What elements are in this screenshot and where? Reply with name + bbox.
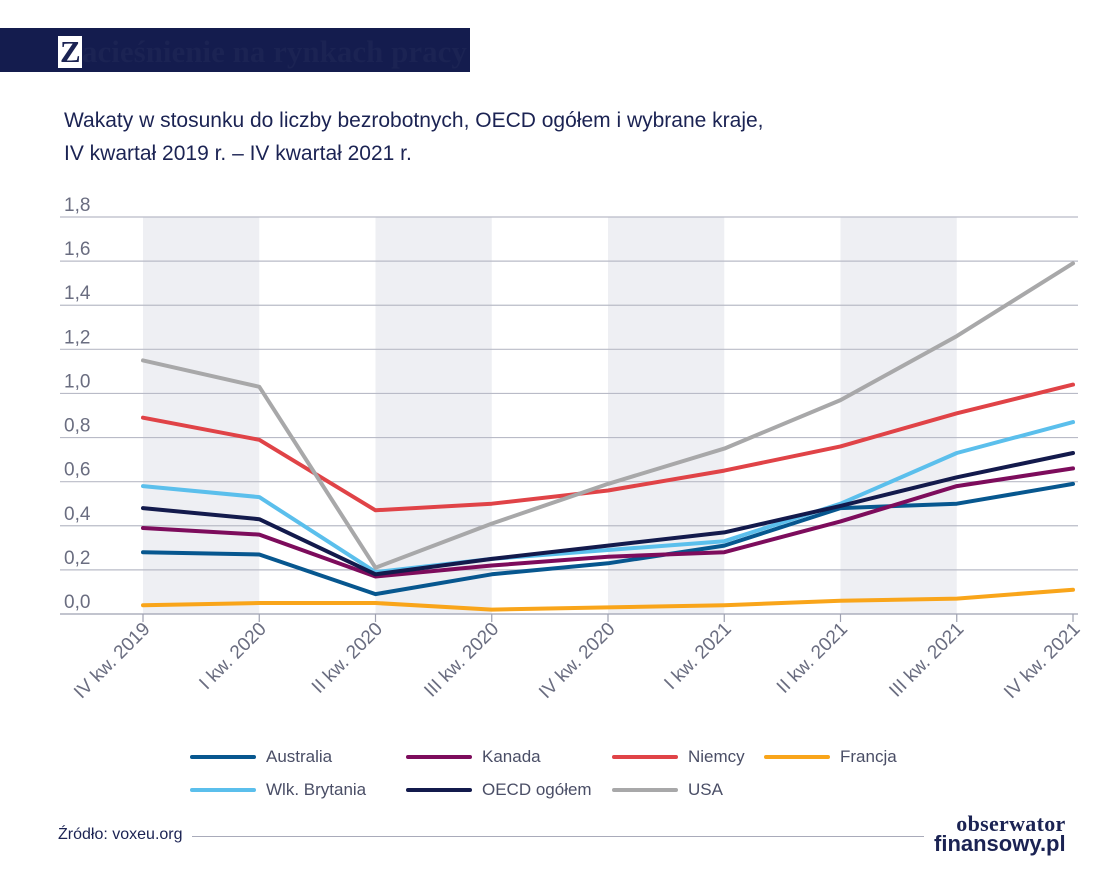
y-tick-label: 0,6 [64, 460, 90, 481]
x-tick-label: III kw. 2021 [885, 619, 968, 702]
legend-swatch [612, 788, 678, 792]
y-tick-label: 1,6 [64, 239, 90, 260]
y-tick-label: 0,4 [64, 504, 91, 525]
series-line-oecd-og-em [141, 451, 1075, 577]
legend-swatch [190, 788, 256, 792]
legend-label: OECD ogółem [482, 780, 592, 799]
legend-item: Niemcy [612, 742, 745, 772]
legend-item: Francja [764, 742, 897, 772]
series-line-niemcy [141, 382, 1075, 513]
subtitle-line-1: Wakaty w stosunku do liczby bezrobotnych… [64, 109, 764, 132]
legend-item: USA [612, 775, 723, 805]
series-line-wlk-brytania [141, 420, 1075, 575]
series-line-kanada [141, 466, 1075, 579]
chart-subtitle: Wakaty w stosunku do liczby bezrobotnych… [64, 104, 764, 170]
chart-title: Zacieśnienie na rynkach pracy [60, 32, 467, 72]
legend-label: Francja [840, 747, 897, 766]
source-divider [192, 836, 924, 837]
x-tick-label: III kw. 2020 [420, 619, 503, 702]
source-note: Źródło: voxeu.org [58, 826, 183, 843]
legend-swatch [764, 755, 830, 759]
publisher-logo: obserwator finansowy.pl [934, 811, 1066, 856]
shaded-band [143, 217, 260, 614]
subtitle-line-2: IV kwartał 2019 r. – IV kwartał 2021 r. [64, 142, 412, 165]
y-axis-ticks: 0,0 0,2 0,4 0,6 0,8 1,0 1,2 1,4 1,6 1,8 [64, 195, 91, 613]
x-tick-label: II kw. 2020 [308, 619, 387, 698]
shaded-band [375, 217, 492, 614]
gridlines [60, 216, 1078, 615]
x-tick-label: IV kw. 2020 [535, 619, 619, 703]
title-initial: Z [60, 34, 81, 69]
legend-label: Wlk. Brytania [266, 780, 367, 799]
y-tick-label: 0,8 [64, 416, 90, 437]
legend-label: Kanada [482, 747, 541, 766]
series-line-usa [141, 261, 1075, 570]
x-tick-label: I kw. 2020 [195, 619, 270, 694]
x-tick-label: IV kw. 2019 [70, 619, 154, 703]
legend-swatch [406, 788, 472, 792]
shaded-band [840, 217, 957, 614]
y-tick-label: 0,0 [64, 592, 90, 613]
x-axis-ticks: IV kw. 2019 I kw. 2020 II kw. 2020 III kw. … [70, 614, 1085, 703]
series-line-australia [141, 481, 1075, 597]
legend-label: Australia [266, 747, 333, 766]
title-rest: acieśnienie na rynkach pracy [82, 34, 467, 69]
title-initial-box [58, 36, 82, 68]
y-tick-label: 1,0 [64, 371, 90, 392]
series-lines [141, 261, 1075, 612]
logo-line-2: finansowy.pl [934, 831, 1066, 856]
y-tick-label: 1,2 [64, 327, 90, 348]
legend-item: Kanada [406, 742, 541, 772]
y-tick-label: 1,8 [64, 195, 90, 216]
legend: Australia Kanada Niemcy Francja Wlk. Brytani… [190, 742, 950, 812]
legend-item: OECD ogółem [406, 775, 592, 805]
legend-swatch [612, 755, 678, 759]
logo-line-1: obserwator [956, 811, 1066, 836]
legend-swatch [190, 755, 256, 759]
legend-label: Niemcy [688, 747, 745, 766]
legend-swatch [406, 755, 472, 759]
series-line-francja [141, 587, 1075, 612]
y-tick-label: 1,4 [64, 283, 91, 304]
legend-item: Australia [190, 742, 332, 772]
x-tick-label: II kw. 2021 [773, 619, 852, 698]
legend-item: Wlk. Brytania [190, 775, 366, 805]
legend-label: USA [688, 780, 723, 799]
x-tick-label: I kw. 2021 [660, 619, 735, 694]
x-tick-label: IV kw. 2021 [1000, 619, 1084, 703]
y-tick-label: 0,2 [64, 548, 90, 569]
